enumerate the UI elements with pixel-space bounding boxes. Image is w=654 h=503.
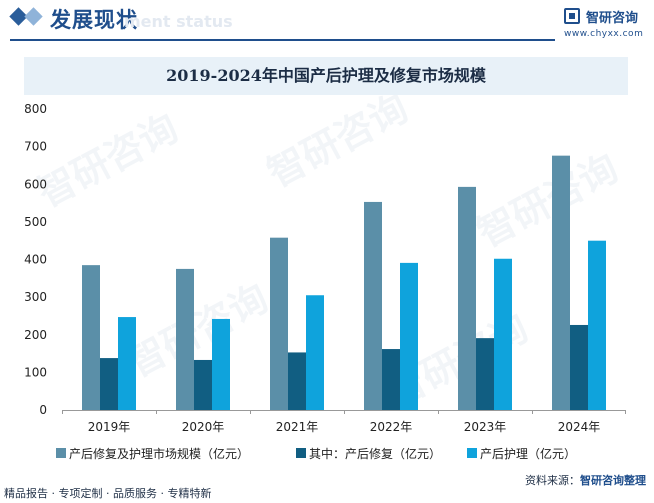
header-divider [10,39,555,41]
bar [552,155,570,410]
source-value: 智研咨询整理 [580,474,646,487]
legend-label: 产后护理（亿元） [480,446,576,461]
x-tick-label: 2023年 [464,420,507,434]
x-tick-label: 2021年 [276,420,319,434]
x-tick-label: 2024年 [558,420,601,434]
y-tick-label: 600 [24,177,47,191]
footer-source: 资料来源：智研咨询整理 [525,472,646,488]
y-tick-label: 200 [24,328,47,342]
x-tick-label: 2022年 [370,420,413,434]
bar [400,262,418,410]
legend-swatch [296,448,306,458]
bar [458,186,476,410]
chart-title: 2019-2024年中国产后护理及修复市场规模 [166,66,486,85]
y-tick-label: 300 [24,290,47,304]
source-label: 资料来源： [525,474,580,487]
footer-bar [0,480,654,503]
bar [494,258,512,410]
y-tick-label: 500 [24,215,47,229]
bar [118,317,136,410]
brand-logo: 智研咨询 www.chyxx.com [562,6,652,42]
bar [364,201,382,410]
bar [570,324,588,410]
x-tick-label: 2019年 [88,420,131,434]
bar [306,295,324,410]
bar [176,268,194,410]
bar [82,265,100,410]
bar [288,352,306,410]
legend-label: 产后修复及护理市场规模（亿元） [69,446,249,461]
bar [476,338,494,410]
footer-tagline: 精品报告 · 专项定制 · 品质服务 · 专精特新 [4,487,212,500]
page-title: 发展现状 [50,8,138,32]
bar [100,358,118,410]
legend-label: 其中：产后修复（亿元） [309,446,441,461]
legend-swatch [56,448,66,458]
y-tick-label: 100 [24,365,47,379]
page-header: 发展现状 ment status [0,0,654,44]
y-tick-label: 400 [24,253,47,267]
bar [270,237,288,410]
legend-swatch [467,448,477,458]
chart-title-bar: 2019-2024年中国产后护理及修复市场规模 [24,57,628,95]
y-tick-label: 700 [24,140,47,154]
bar [194,359,212,410]
y-tick-label: 0 [39,403,47,417]
x-tick-label: 2020年 [182,420,225,434]
bar [588,240,606,410]
bar [382,349,400,410]
y-tick-label: 800 [24,102,47,116]
brand-url: www.chyxx.com [564,29,644,39]
brand-logo-icon [564,8,580,24]
bar [212,318,230,410]
page-subtitle: ment status [124,12,233,31]
brand-name: 智研咨询 [586,11,639,26]
